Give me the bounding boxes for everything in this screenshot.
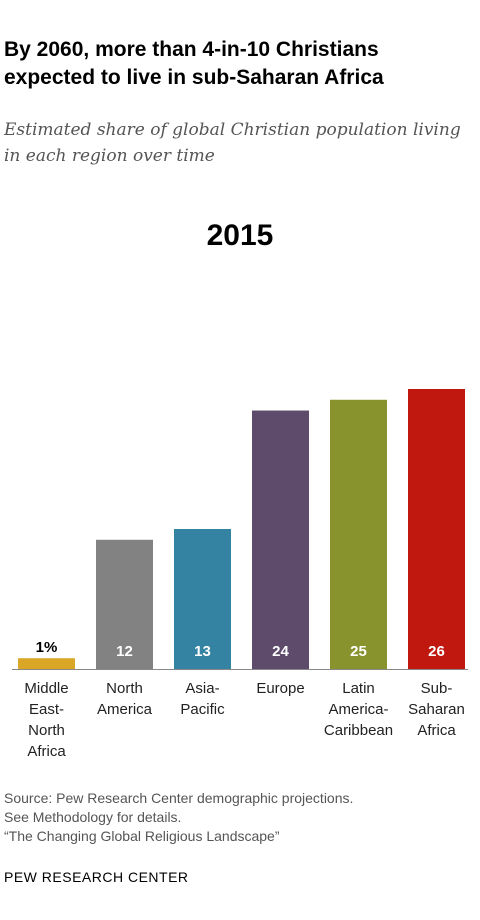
bar-value-label: 1%: [36, 639, 58, 656]
source-line: See Methodology for details.: [4, 809, 182, 825]
chart-subtitle: Estimated share of global Christian popu…: [4, 120, 461, 166]
bar: [408, 389, 465, 669]
source-line: “The Changing Global Religious Landscape…: [4, 828, 280, 844]
category-label: Middle East-North Africa: [24, 680, 68, 760]
category-label: North America: [97, 680, 153, 718]
chart-title: By 2060, more than 4-in-10 Christians ex…: [4, 38, 384, 89]
category-label: Latin America-Caribbean: [324, 680, 393, 739]
bar-value-label: 24: [272, 643, 289, 660]
bar-chart: 1% Middle East-North Africa 12 North America 13…: [12, 389, 468, 760]
bar: [96, 539, 153, 669]
bar: [174, 529, 231, 669]
bar: [18, 658, 75, 669]
year-label: 2015: [206, 219, 274, 252]
category-label: Sub-Saharan Africa: [408, 680, 465, 739]
bar: [330, 399, 387, 669]
category-label: Asia-Pacific: [180, 680, 225, 718]
bar-value-label: 26: [428, 643, 445, 660]
bar-value-label: 13: [194, 643, 211, 660]
source-line: Source: Pew Research Center demographic …: [4, 790, 354, 806]
source-note: Source: Pew Research Center demographic …: [4, 789, 474, 846]
category-label: Europe: [256, 680, 304, 697]
pew-logo-text: PEW RESEARCH CENTER: [4, 869, 189, 885]
bar: [252, 410, 309, 669]
bar-value-label: 12: [116, 643, 133, 660]
bar-value-label: 25: [350, 643, 367, 660]
